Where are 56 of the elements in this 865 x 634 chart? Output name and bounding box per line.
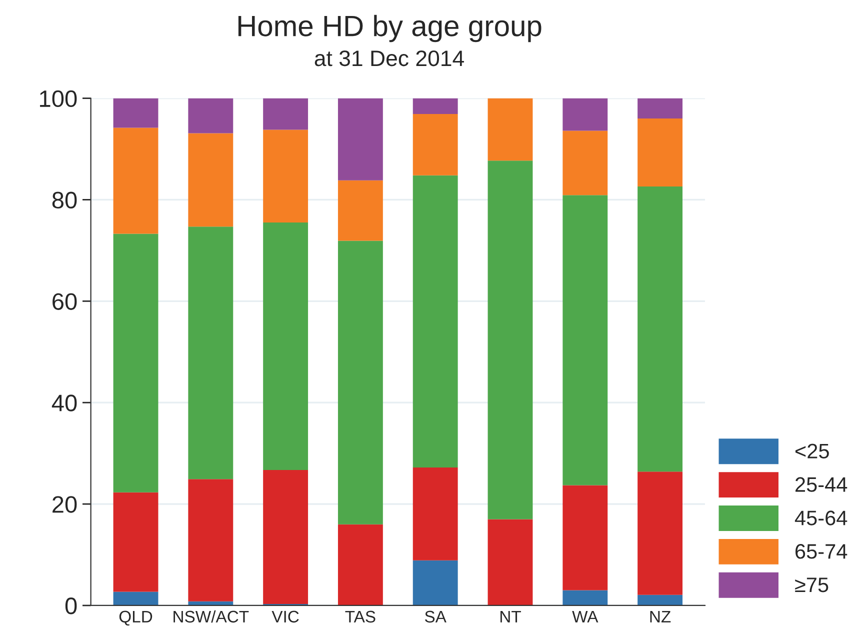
bar (638, 98, 683, 119)
bar (263, 130, 308, 223)
bar (113, 128, 158, 234)
bar (638, 118, 683, 187)
bar (263, 470, 308, 604)
bar (113, 592, 158, 606)
bar (412, 114, 458, 176)
x-tick-label: TAS (345, 610, 376, 623)
y-tick-label: 40 (52, 394, 77, 412)
x-tick-label: WA (572, 610, 598, 622)
bar (638, 594, 683, 606)
y-tick-label: 20 (52, 496, 77, 513)
bar (638, 186, 683, 472)
legend-label: 25-44 (796, 477, 848, 492)
bar (188, 226, 234, 480)
bar (113, 234, 158, 492)
chart-title: Home HD by age group (238, 14, 542, 42)
x-tick-label: NZ (650, 610, 671, 622)
bar (338, 240, 383, 524)
x-tick-label: VIC (272, 610, 299, 623)
bar (338, 524, 383, 606)
bar (562, 590, 608, 606)
bar (488, 160, 533, 520)
legend-label: <25 (795, 444, 829, 458)
bar (562, 98, 608, 131)
bar (412, 468, 458, 560)
bar (188, 479, 234, 602)
bar (562, 130, 608, 196)
bar (488, 98, 533, 161)
bar (488, 519, 533, 606)
bar (113, 492, 158, 592)
bar (263, 98, 308, 130)
y-tick-label: 80 (52, 192, 77, 208)
y-tick-label: 100 (40, 90, 77, 108)
legend-label: ≥75 (795, 578, 828, 592)
bar (188, 98, 234, 134)
bar (562, 485, 608, 590)
x-tick-label: SA (424, 610, 446, 623)
bar (263, 222, 308, 470)
legend-label: 65-74 (796, 544, 848, 559)
bar (338, 180, 383, 241)
y-tick-label: 0 (65, 598, 77, 614)
bar (338, 98, 383, 180)
bar (412, 175, 458, 468)
x-tick-label: NT (500, 610, 521, 622)
bar (113, 98, 158, 128)
x-tick-label: NSW/ACT (174, 610, 249, 623)
chart-subtitle: at 31 Dec 2014 (314, 50, 464, 66)
bar (638, 472, 683, 595)
x-tick-label: QLD (119, 610, 152, 626)
bar (412, 560, 458, 606)
bar (188, 133, 234, 227)
y-tick-label: 60 (52, 293, 77, 310)
legend-label: 45-64 (794, 510, 848, 526)
bar (562, 195, 608, 486)
bar (412, 98, 458, 114)
